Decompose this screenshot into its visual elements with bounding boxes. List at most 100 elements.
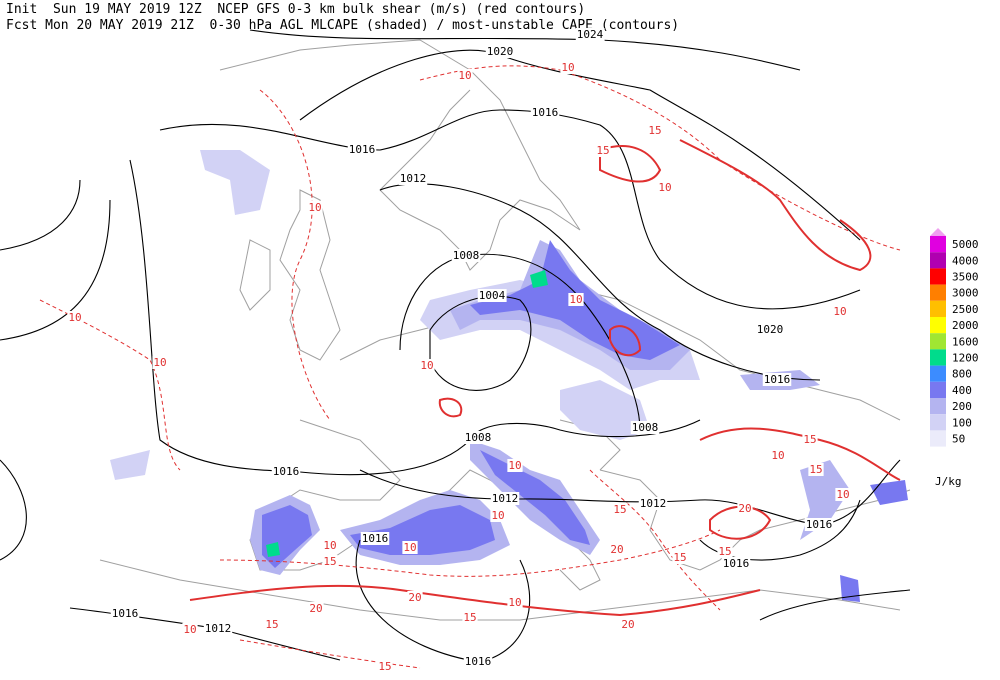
shear-label: 10 bbox=[458, 69, 471, 82]
shear-label: 10 bbox=[833, 305, 846, 318]
shear-label-bg bbox=[595, 144, 611, 157]
shear-label-bg bbox=[717, 545, 733, 558]
isobar-label-bg bbox=[762, 373, 792, 386]
isobar-label: 1016 bbox=[723, 557, 750, 570]
shear-label-bg bbox=[377, 660, 393, 673]
colorbar-box bbox=[930, 398, 946, 415]
shear-label-bg bbox=[612, 503, 628, 516]
isobar-label: 1024 bbox=[577, 28, 604, 41]
shear-label: 10 bbox=[508, 459, 521, 472]
shear-contours bbox=[39, 65, 901, 669]
colorbar-box bbox=[930, 349, 946, 366]
shear-label-bg bbox=[832, 305, 848, 318]
colorbar: J/kg 5000 4000 3500 3000 2500 2000 1600 1200 800… bbox=[930, 228, 979, 488]
isobar-label: 1016 bbox=[362, 532, 389, 545]
shear-label-bg bbox=[672, 551, 688, 564]
shear-label-bg bbox=[419, 359, 435, 372]
shear-label-bg bbox=[647, 124, 663, 137]
shear-label-bg bbox=[182, 623, 198, 636]
shear-label-bg bbox=[737, 502, 753, 515]
colorbar-box bbox=[930, 365, 946, 382]
colorbar-box bbox=[930, 333, 946, 350]
shear-label: 10 bbox=[323, 539, 336, 552]
isobar-label-bg bbox=[398, 172, 428, 185]
shear-label-bg bbox=[507, 596, 523, 609]
isobar-label: 1008 bbox=[632, 421, 659, 434]
isobar-label: 1008 bbox=[465, 431, 492, 444]
isobar-label: 1016 bbox=[112, 607, 139, 620]
shear-label: 15 bbox=[648, 124, 661, 137]
shear-label-bg bbox=[322, 555, 338, 568]
isobar-label: 1012 bbox=[400, 172, 427, 185]
shear-label: 10 bbox=[183, 623, 196, 636]
isobar-label-bg bbox=[638, 497, 668, 510]
shear-label: 15 bbox=[673, 551, 686, 564]
isobar-label: 1016 bbox=[465, 655, 492, 668]
shear-label: 10 bbox=[561, 61, 574, 74]
shear-label-bg bbox=[264, 618, 280, 631]
shear-label-bg bbox=[457, 69, 473, 82]
isobar-label: 1016 bbox=[764, 373, 791, 386]
isobar-label-bg bbox=[755, 323, 785, 336]
shear-label: 10 bbox=[420, 359, 433, 372]
shear-label-bg bbox=[402, 541, 418, 554]
isobar-label: 1020 bbox=[487, 45, 514, 58]
colorbar-label: 100 bbox=[952, 416, 972, 429]
isobar-label: 1016 bbox=[806, 518, 833, 531]
shear-label: 20 bbox=[309, 602, 322, 615]
colorbar-label: 1200 bbox=[952, 352, 979, 365]
colorbar-label: 1600 bbox=[952, 335, 979, 348]
shear-label: 15 bbox=[323, 555, 336, 568]
shear-label: 10 bbox=[491, 509, 504, 522]
isobar-label: 1016 bbox=[273, 465, 300, 478]
isobar-label-bg bbox=[271, 465, 301, 478]
colorbar-box bbox=[930, 317, 946, 334]
isobar-label-bg bbox=[463, 431, 493, 444]
shear-label-bg bbox=[152, 356, 168, 369]
shear-label: 10 bbox=[308, 201, 321, 214]
shear-label-bg bbox=[308, 602, 324, 615]
colorbar-box bbox=[930, 300, 946, 317]
isobar-label-bg bbox=[203, 622, 233, 635]
shear-label: 10 bbox=[836, 488, 849, 501]
colorbar-box bbox=[930, 252, 946, 269]
colorbar-box bbox=[930, 430, 946, 447]
isobar-label-bg bbox=[721, 557, 751, 570]
shear-label: 10 bbox=[508, 596, 521, 609]
shear-label: 15 bbox=[718, 545, 731, 558]
isobar-label: 1016 bbox=[349, 143, 376, 156]
isobar-label: 1012 bbox=[640, 497, 667, 510]
shear-label-bg bbox=[307, 201, 323, 214]
isobar-label-bg bbox=[530, 106, 560, 119]
colorbar-box bbox=[930, 381, 946, 398]
shear-label-bg bbox=[609, 543, 625, 556]
shear-label-bg bbox=[507, 459, 523, 472]
colorbar-label: 3500 bbox=[952, 271, 979, 284]
isobar-label-bg bbox=[463, 655, 493, 668]
isobar-label: 1012 bbox=[205, 622, 232, 635]
contour-labels: 1024102010161016101210081004102010161008… bbox=[67, 28, 851, 673]
colorbar-box bbox=[930, 236, 946, 253]
isobar-label-bg bbox=[360, 532, 390, 545]
shear-label: 20 bbox=[408, 591, 421, 604]
colorbar-label: 5000 bbox=[952, 238, 979, 251]
shear-label: 15 bbox=[463, 611, 476, 624]
shear-label: 15 bbox=[803, 433, 816, 446]
colorbar-unit: J/kg bbox=[935, 475, 962, 488]
isobar-label-bg bbox=[575, 28, 605, 41]
colorbar-label: 200 bbox=[952, 400, 972, 413]
shear-label: 15 bbox=[809, 463, 822, 476]
colorbar-label: 400 bbox=[952, 384, 972, 397]
shear-label: 10 bbox=[658, 181, 671, 194]
isobar-label-bg bbox=[630, 421, 660, 434]
colorbar-box bbox=[930, 284, 946, 301]
isobar-label-bg bbox=[490, 492, 520, 505]
shear-label-bg bbox=[407, 591, 423, 604]
shear-label-bg bbox=[67, 311, 83, 324]
header-line-1: Init Sun 19 MAY 2019 12Z NCEP GFS 0-3 km… bbox=[6, 2, 585, 17]
shear-label: 15 bbox=[265, 618, 278, 631]
shear-label: 15 bbox=[596, 144, 609, 157]
colorbar-label: 800 bbox=[952, 368, 972, 381]
